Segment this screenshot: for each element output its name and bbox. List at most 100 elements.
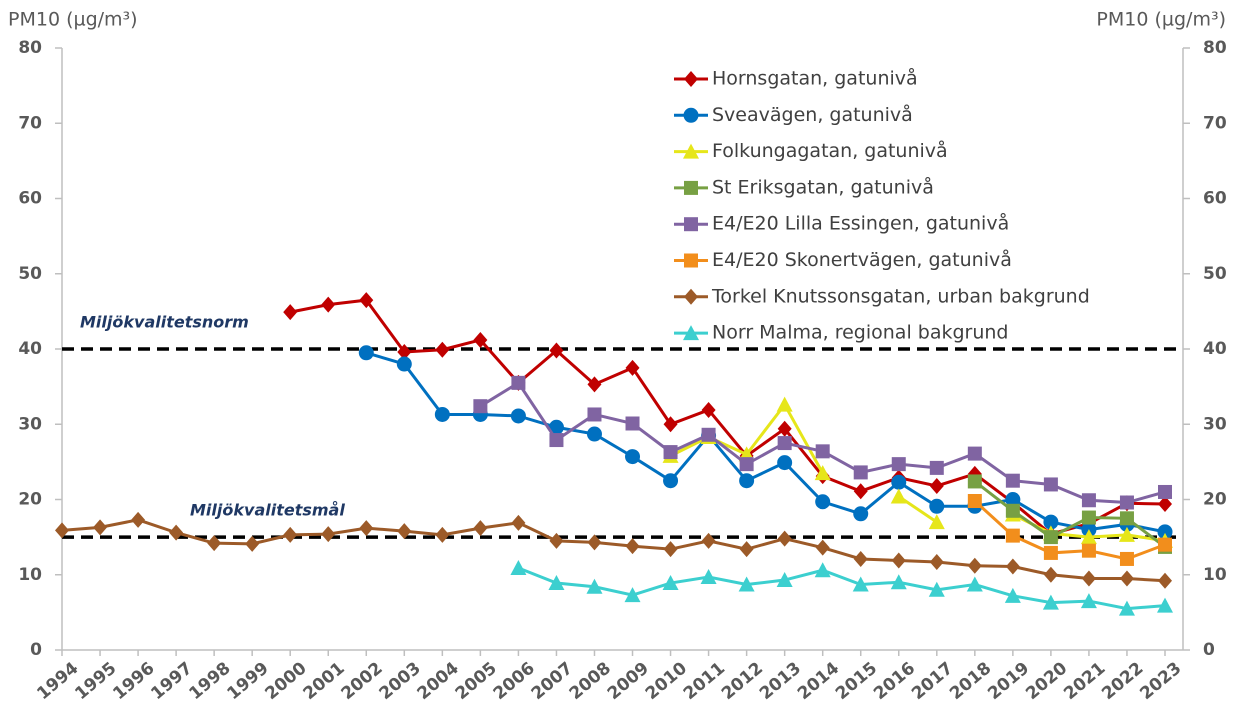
data-point [701, 401, 716, 418]
data-point [739, 473, 755, 489]
data-point [549, 532, 564, 549]
y-tick-label: 30 [18, 414, 42, 434]
y2-tick-label: 30 [1203, 414, 1227, 434]
data-point [738, 576, 755, 592]
data-point [929, 553, 944, 570]
x-tick-label: 2001 [300, 658, 349, 704]
data-point [853, 506, 869, 522]
data-point [625, 359, 640, 376]
legend-marker [683, 143, 699, 159]
y-tick-label: 70 [18, 113, 42, 133]
x-tick-label: 2021 [1060, 658, 1109, 704]
legend-label: St Eriksgatan, gatunivå [712, 175, 934, 198]
data-point [777, 530, 792, 547]
data-point [55, 522, 69, 539]
legend-label: E4/E20 Skonertvägen, gatunivå [712, 248, 1012, 271]
data-point [1119, 570, 1134, 587]
data-point [853, 483, 868, 500]
data-point [1081, 493, 1096, 508]
data-point [283, 526, 298, 543]
data-point [891, 474, 907, 490]
data-point [625, 449, 641, 465]
x-tick-label: 2010 [642, 658, 691, 704]
data-point [1158, 537, 1172, 552]
x-tick-label: 1997 [147, 658, 196, 704]
data-point [169, 524, 184, 541]
data-point [1081, 510, 1096, 525]
data-point [1043, 566, 1058, 583]
y-tick-label: 50 [18, 264, 42, 284]
data-point [776, 572, 793, 588]
data-point [891, 457, 906, 472]
data-point [815, 494, 831, 510]
y2-tick-label: 60 [1203, 189, 1227, 209]
data-point [1157, 597, 1173, 613]
data-point [511, 375, 526, 390]
data-point [1119, 511, 1134, 526]
data-point [435, 341, 450, 358]
data-point [967, 557, 982, 574]
data-point [1158, 572, 1172, 589]
data-point [510, 559, 527, 575]
data-point [967, 474, 982, 489]
data-point [473, 331, 488, 348]
x-tick-label: 1999 [223, 658, 272, 704]
y2-tick-label: 40 [1203, 339, 1227, 359]
data-point [663, 473, 679, 489]
data-point [131, 511, 146, 528]
x-tick-label: 2019 [984, 658, 1033, 704]
legend-marker [683, 325, 699, 341]
data-point [1081, 543, 1096, 558]
data-point [435, 526, 450, 543]
y2-tick-label: 10 [1203, 565, 1227, 585]
y2-tick-label: 80 [1203, 38, 1227, 58]
legend-marker [684, 71, 698, 87]
data-point [321, 526, 336, 543]
y2-tick-label: 70 [1203, 113, 1227, 133]
data-point [967, 494, 982, 509]
data-point [739, 541, 754, 558]
y-tick-label: 80 [18, 38, 42, 58]
data-point [663, 416, 678, 433]
data-point [587, 407, 602, 422]
data-point [966, 576, 983, 592]
x-tick-label: 2020 [1022, 658, 1071, 704]
data-point [397, 344, 412, 361]
data-point [776, 396, 793, 412]
data-point [93, 519, 108, 536]
legend-label: Torkel Knutssonsgatan, urban bakgrund [711, 285, 1090, 307]
y2-tick-label: 20 [1203, 490, 1227, 510]
data-point [815, 539, 830, 556]
data-point [929, 498, 945, 514]
data-point [739, 457, 754, 472]
data-point [587, 534, 602, 551]
data-point [397, 523, 412, 540]
y-tick-label: 20 [18, 490, 42, 510]
data-point [586, 426, 602, 442]
data-point [814, 562, 831, 578]
legend-label: Sveavägen, gatunivå [712, 103, 913, 126]
x-tick-label: 2008 [566, 658, 615, 704]
data-point [1080, 593, 1097, 609]
y-tick-label: 60 [18, 189, 42, 209]
data-point [1043, 545, 1058, 560]
data-point [473, 399, 488, 414]
data-point [1005, 473, 1020, 488]
data-point [549, 342, 564, 359]
data-point [1005, 503, 1020, 518]
y-tick-label: 0 [30, 640, 42, 660]
data-point [1004, 587, 1021, 603]
data-point [548, 575, 565, 591]
x-tick-label: 1994 [33, 658, 82, 704]
x-tick-label: 2006 [490, 658, 539, 704]
x-tick-label: 2018 [946, 658, 995, 704]
x-tick-label: 2022 [1098, 658, 1147, 704]
x-tick-label: 2016 [870, 658, 919, 704]
reference-label: Miljökvalitetsnorm [80, 313, 249, 332]
data-point [777, 420, 792, 437]
x-tick-label: 2013 [756, 658, 805, 704]
data-point [359, 292, 374, 309]
data-point [321, 296, 336, 313]
series-line [61, 518, 1166, 583]
